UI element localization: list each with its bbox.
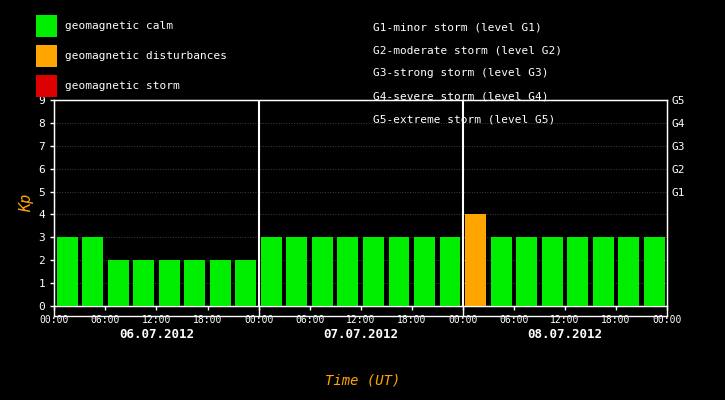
Text: Time (UT): Time (UT) (325, 374, 400, 388)
Bar (184, 260, 205, 306)
Bar (261, 237, 282, 306)
Bar (618, 237, 639, 306)
Bar (210, 260, 231, 306)
Bar (491, 237, 512, 306)
Bar (593, 237, 613, 306)
Bar (542, 237, 563, 306)
Text: G3-strong storm (level G3): G3-strong storm (level G3) (373, 68, 549, 78)
Text: G1-minor storm (level G1): G1-minor storm (level G1) (373, 22, 542, 32)
Text: geomagnetic disturbances: geomagnetic disturbances (65, 51, 227, 61)
Y-axis label: Kp: Kp (20, 194, 34, 212)
Bar (133, 260, 154, 306)
Bar (236, 260, 256, 306)
Text: geomagnetic storm: geomagnetic storm (65, 81, 180, 91)
Bar (286, 237, 307, 306)
Bar (312, 237, 333, 306)
Bar (465, 214, 486, 306)
Text: 08.07.2012: 08.07.2012 (527, 328, 602, 340)
Bar (414, 237, 435, 306)
Bar (82, 237, 103, 306)
Bar (644, 237, 665, 306)
Bar (363, 237, 384, 306)
Text: geomagnetic calm: geomagnetic calm (65, 21, 173, 31)
Bar (389, 237, 410, 306)
Text: G4-severe storm (level G4): G4-severe storm (level G4) (373, 92, 549, 102)
Bar (108, 260, 128, 306)
Bar (567, 237, 588, 306)
Bar (159, 260, 180, 306)
Bar (57, 237, 78, 306)
Text: 06.07.2012: 06.07.2012 (119, 328, 194, 340)
Bar (337, 237, 358, 306)
Text: 07.07.2012: 07.07.2012 (323, 328, 398, 340)
Bar (439, 237, 460, 306)
Text: G2-moderate storm (level G2): G2-moderate storm (level G2) (373, 45, 563, 55)
Bar (516, 237, 537, 306)
Text: G5-extreme storm (level G5): G5-extreme storm (level G5) (373, 115, 555, 125)
